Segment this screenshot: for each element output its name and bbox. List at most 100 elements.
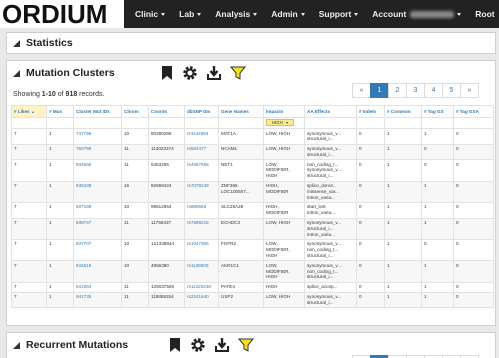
column-header[interactable]: # Indels: [356, 105, 385, 118]
cell-text: 7: [14, 262, 17, 268]
filter-cell[interactable]: [453, 117, 494, 129]
cell-link[interactable]: 937189: [76, 204, 92, 210]
filter-cell[interactable]: [218, 117, 264, 129]
settings-icon[interactable]: [182, 65, 198, 81]
nav-item[interactable]: Clinic: [128, 9, 172, 19]
table-cell: 941894: [73, 281, 122, 293]
column-header[interactable]: Chrom: [121, 105, 149, 118]
table-cell: 938747: [73, 217, 122, 240]
nav-item[interactable]: Support: [312, 9, 366, 19]
cell-link[interactable]: 934568: [76, 161, 92, 167]
impact-filter[interactable]: HIGH: [266, 119, 294, 126]
cell-link[interactable]: rs1047306: [187, 241, 209, 247]
clusters-table: # Likes # Mus Cluster Mut IDs Chrom Coords db…: [11, 105, 494, 309]
panel-header[interactable]: Statistics: [7, 33, 495, 53]
column-header[interactable]: # Likes: [11, 105, 47, 118]
nav-item[interactable]: Admin: [264, 9, 311, 19]
collapse-icon[interactable]: [13, 341, 20, 349]
page-button[interactable]: 1: [370, 83, 389, 98]
column-header[interactable]: # Common: [384, 105, 422, 118]
table-cell: 0: [453, 128, 494, 145]
nav-label: Lab: [179, 9, 195, 19]
column-header[interactable]: AA Effects: [304, 105, 357, 118]
table-cell: synonymous_v... non_coding_t... structural…: [304, 260, 357, 283]
table-cell: 0: [453, 217, 494, 240]
column-header[interactable]: Cluster Mut IDs: [73, 105, 122, 118]
cell-link[interactable]: rs11220236: [187, 284, 211, 290]
cell-line: synonymous_v...: [307, 146, 342, 152]
cell-link[interactable]: rs7078248: [187, 183, 209, 189]
filter-cell[interactable]: [148, 117, 185, 129]
page-button[interactable]: «: [352, 83, 371, 98]
table-cell: splice_accep...: [304, 281, 357, 293]
cell-link[interactable]: rs584477: [187, 146, 207, 152]
table-cell: 1: [421, 201, 454, 219]
column-header[interactable]: Gene Names: [218, 105, 264, 118]
settings-icon[interactable]: [190, 337, 206, 353]
table-cell: rs1047306: [184, 238, 219, 262]
filter-cell[interactable]: [121, 117, 149, 129]
cell-link[interactable]: rs880556: [187, 204, 207, 210]
page-button[interactable]: 2: [388, 83, 407, 98]
download-icon[interactable]: [214, 337, 230, 353]
table-cell: rs7078248: [184, 180, 219, 203]
filter-cell[interactable]: [304, 117, 357, 129]
cell-link[interactable]: rs4587555: [187, 161, 209, 167]
table-cell: 80280286: [148, 128, 185, 145]
cell-link[interactable]: 941894: [76, 284, 92, 290]
cell-text: 1: [49, 161, 52, 167]
table-cell: splice_donor... missense_var... intron_var…: [304, 180, 357, 203]
page-button[interactable]: »: [460, 355, 479, 358]
nav-item[interactable]: Root: [468, 9, 499, 19]
column-header[interactable]: # Mus: [46, 105, 74, 118]
cell-link[interactable]: rs7889215: [187, 220, 209, 226]
filter-cell[interactable]: HIGH: [263, 117, 305, 129]
cell-link[interactable]: 941735: [76, 294, 92, 300]
download-icon[interactable]: [206, 65, 222, 81]
cell-link[interactable]: 934516: [76, 262, 92, 268]
column-header[interactable]: Impacts: [263, 105, 305, 118]
summary-total: 918: [65, 91, 78, 98]
column-header[interactable]: dbSNP IDs: [184, 105, 219, 118]
cell-link[interactable]: 938747: [76, 220, 92, 226]
table-cell: 1: [421, 260, 454, 283]
filter-cell[interactable]: [184, 117, 219, 129]
cell-link[interactable]: 938438: [76, 183, 92, 189]
column-header[interactable]: Coords: [148, 105, 185, 118]
table-cell: SLC25A28: [218, 201, 264, 219]
nav-item[interactable]: Account: [365, 9, 468, 19]
filter-cell[interactable]: [421, 117, 454, 129]
page-button[interactable]: 5: [442, 83, 461, 98]
page-button[interactable]: 4: [424, 83, 443, 98]
cell-text: AKR1C1: [221, 262, 239, 268]
bookmark-icon[interactable]: [160, 65, 174, 81]
caret: [197, 12, 202, 16]
cell-line: structural_i...: [307, 173, 334, 179]
column-header[interactable]: # Tag GS: [421, 105, 454, 118]
filter-cell[interactable]: [356, 117, 385, 129]
filter-cell[interactable]: [73, 117, 122, 129]
table-cell: rs11220236: [184, 281, 219, 293]
cell-link[interactable]: rs2241640: [187, 294, 209, 300]
cell-link[interactable]: 747796: [76, 130, 92, 136]
page-button[interactable]: 3: [406, 83, 425, 98]
collapse-icon[interactable]: [13, 69, 20, 77]
column-header[interactable]: # Tag GSA: [453, 105, 494, 118]
cell-text: 10: [124, 204, 130, 210]
bookmark-icon[interactable]: [168, 337, 182, 353]
table-cell: 121338844: [148, 238, 185, 262]
filter-cell[interactable]: [384, 117, 422, 129]
nav-item[interactable]: Lab: [172, 9, 208, 19]
filter-cell[interactable]: [11, 117, 47, 129]
filter-icon[interactable]: [238, 337, 254, 353]
filter-icon[interactable]: [230, 65, 246, 81]
cell-link[interactable]: rs1138600: [187, 262, 209, 268]
cell-link[interactable]: rs1142694: [187, 130, 209, 136]
cell-link[interactable]: 937707: [76, 241, 92, 247]
filter-cell[interactable]: [46, 117, 74, 129]
cell-link[interactable]: 755799: [76, 146, 92, 152]
nav-item[interactable]: Analysis: [208, 9, 264, 19]
page-button[interactable]: »: [460, 83, 479, 98]
cell-text: 1: [387, 183, 390, 189]
logo[interactable]: ORDIUM: [0, 0, 124, 28]
